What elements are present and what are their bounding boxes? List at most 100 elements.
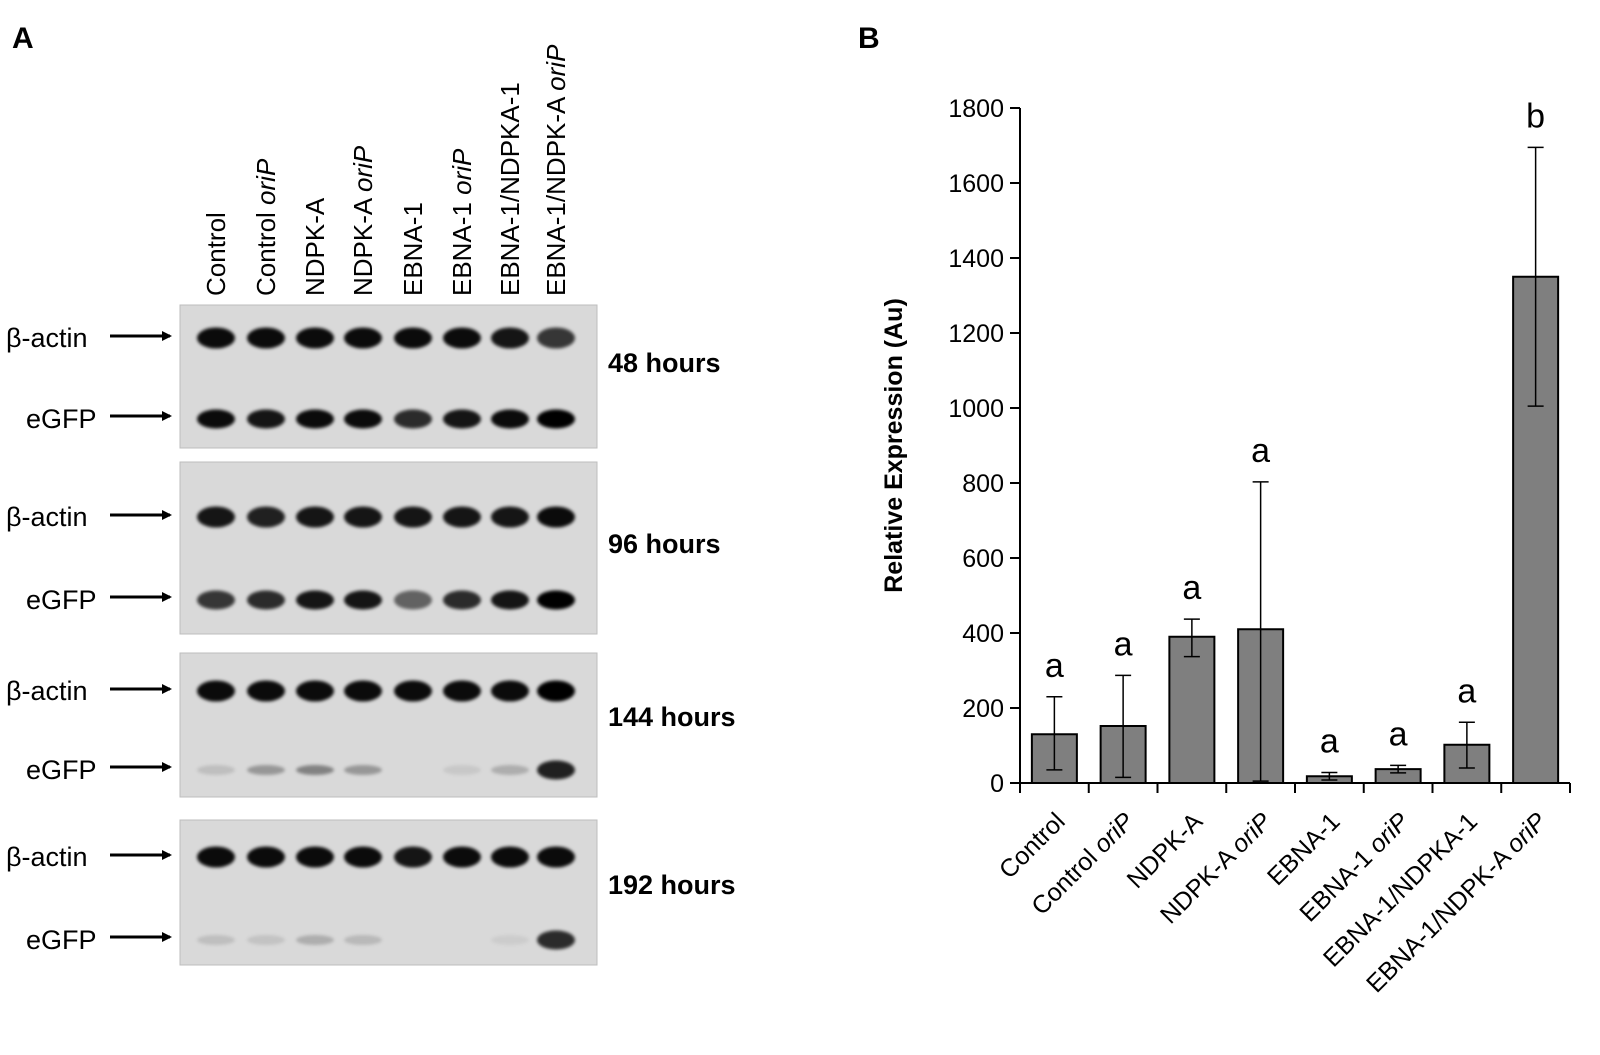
egfp-band [537,930,575,950]
significance-letter: a [1114,625,1133,663]
egfp-band [344,935,382,945]
lane-label: Control oriP [251,158,281,296]
egfp-band [247,935,285,945]
egfp-label: eGFP [26,404,97,434]
actin-label: β-actin [6,323,88,353]
lane-label: EBNA-1 oriP [447,148,477,296]
egfp-label: eGFP [26,925,97,955]
panel-a-letter: A [12,22,34,55]
actin-band [443,506,481,528]
actin-band [344,846,382,868]
actin-band [344,680,382,702]
actin-band [443,327,481,349]
bar [1168,635,1216,784]
significance-letter: a [1457,672,1476,710]
actin-band [247,506,285,528]
blot-membrane [179,652,598,798]
lane-label: EBNA-1/NDPKA-1 [495,82,525,296]
blot-membrane [179,819,598,966]
egfp-label: eGFP [26,585,97,615]
actin-band [344,327,382,349]
actin-band [537,327,575,349]
egfp-band [247,590,285,610]
blot-membrane [179,461,598,635]
egfp-band [394,590,432,610]
actin-band [443,846,481,868]
egfp-band [443,765,481,775]
y-tick-label: 1000 [948,395,1004,423]
egfp-band [197,409,235,429]
time-label: 96 hours [608,529,721,559]
egfp-band [344,590,382,610]
significance-letter: a [1045,647,1064,685]
significance-letter: a [1182,569,1201,607]
y-tick-label: 1200 [948,320,1004,348]
egfp-band [491,590,529,610]
actin-band [537,846,575,868]
actin-band [296,846,334,868]
actin-band [296,327,334,349]
significance-letter: a [1251,432,1270,470]
actin-band [197,846,235,868]
actin-label: β-actin [6,502,88,532]
bar-chart: 0 200 400 600 800 1000 1200 1400 1600 1800 Relativ… [880,95,1571,998]
significance-letter: a [1389,715,1408,753]
lane-label: NDPK-A oriP [348,145,378,296]
actin-band [394,506,432,528]
actin-band [247,327,285,349]
egfp-band [537,760,575,780]
actin-band [296,506,334,528]
actin-band [197,327,235,349]
egfp-band [491,409,529,429]
actin-band [491,506,529,528]
actin-band [296,680,334,702]
lane-label: Control [201,212,231,296]
egfp-band [296,590,334,610]
time-label: 48 hours [608,348,721,378]
actin-label: β-actin [6,676,88,706]
y-tick-label: 0 [990,770,1004,798]
y-tick-label: 800 [962,470,1004,498]
lane-label: EBNA-1/NDPK-A oriP [541,44,571,296]
y-tick-label: 1600 [948,170,1004,198]
actin-band [394,327,432,349]
egfp-band [197,765,235,775]
egfp-band [443,409,481,429]
actin-band [491,846,529,868]
egfp-band [394,409,432,429]
egfp-band [344,409,382,429]
actin-band [197,680,235,702]
actin-band [394,846,432,868]
actin-band [491,680,529,702]
egfp-band [491,935,529,945]
y-tick-label: 1400 [948,245,1004,273]
egfp-band [247,765,285,775]
actin-label: β-actin [6,842,88,872]
y-axis-title: Relative Expression (Au) [880,298,908,593]
actin-band [537,506,575,528]
egfp-band [537,409,575,429]
egfp-label: eGFP [26,755,97,785]
blot-membrane [179,304,598,449]
egfp-band [296,409,334,429]
actin-band [197,506,235,528]
actin-band [247,680,285,702]
lane-label: NDPK-A [300,197,330,296]
y-tick-label: 600 [962,545,1004,573]
actin-band [491,327,529,349]
egfp-band [296,935,334,945]
significance-letter: a [1320,723,1339,761]
egfp-band [344,765,382,775]
egfp-band [537,590,575,610]
lane-label: EBNA-1 [398,202,428,296]
egfp-band [296,765,334,775]
actin-band [344,506,382,528]
egfp-band [197,935,235,945]
actin-band [443,680,481,702]
time-label: 192 hours [608,870,736,900]
panel-b-letter: B [858,22,880,55]
western-blot-panel: Control Control oriP NDPK-A NDPK-A oriP EBNA… [6,44,736,966]
y-tick-label: 1800 [948,95,1004,123]
y-tick-label: 200 [962,695,1004,723]
